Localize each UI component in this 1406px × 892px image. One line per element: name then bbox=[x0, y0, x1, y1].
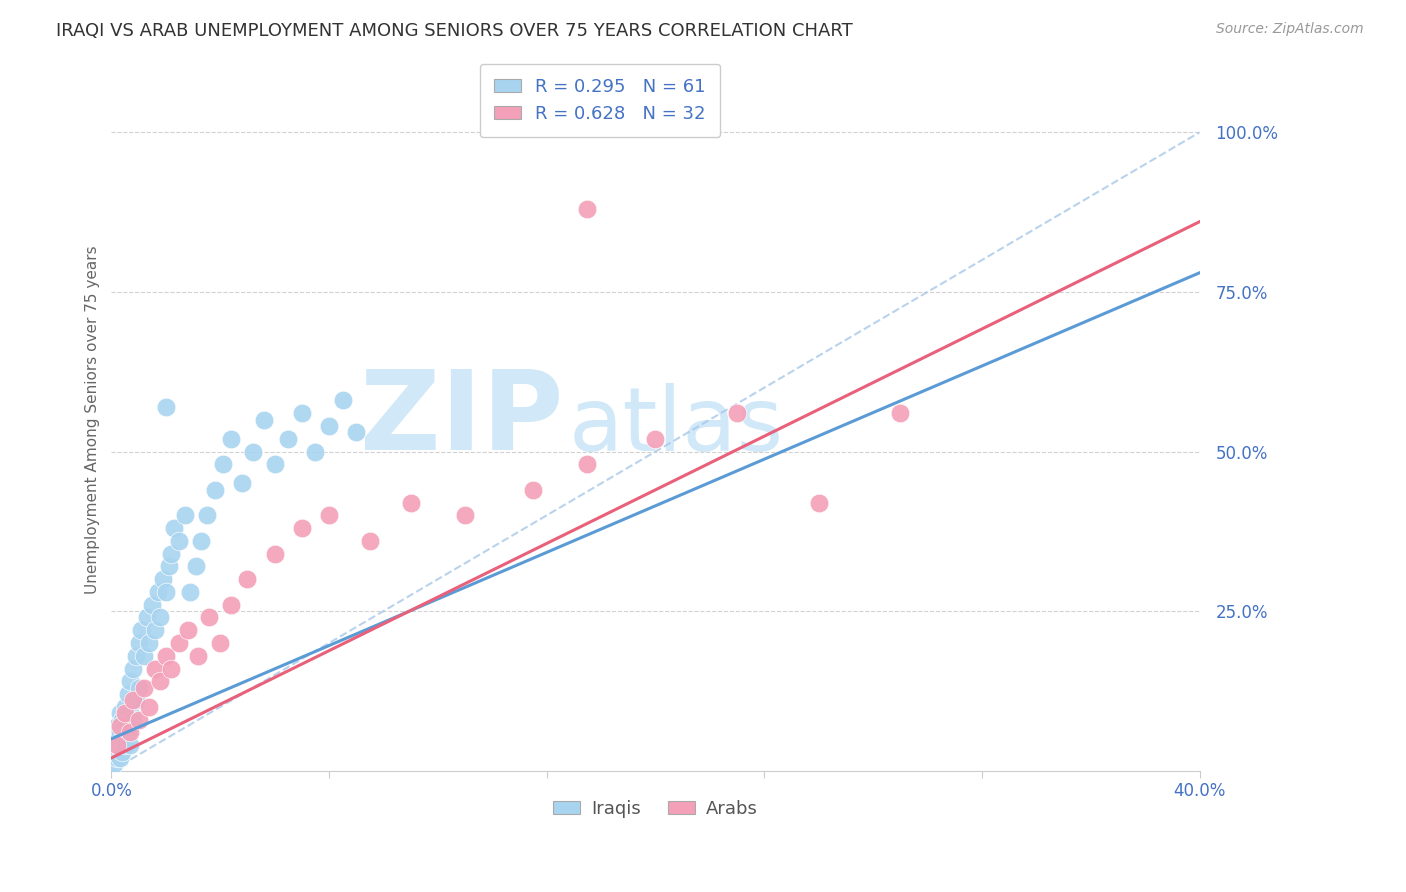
Point bbox=[138, 699, 160, 714]
Point bbox=[160, 662, 183, 676]
Text: atlas: atlas bbox=[568, 384, 783, 470]
Point bbox=[807, 495, 830, 509]
Point bbox=[108, 719, 131, 733]
Text: Source: ZipAtlas.com: Source: ZipAtlas.com bbox=[1216, 22, 1364, 37]
Point bbox=[184, 559, 207, 574]
Legend: Iraqis, Arabs: Iraqis, Arabs bbox=[546, 792, 765, 825]
Point bbox=[212, 458, 235, 472]
Point bbox=[114, 719, 136, 733]
Point bbox=[190, 533, 212, 548]
Point bbox=[108, 738, 131, 752]
Point bbox=[146, 585, 169, 599]
Point bbox=[117, 687, 139, 701]
Point bbox=[454, 508, 477, 523]
Point bbox=[155, 648, 177, 663]
Point bbox=[105, 751, 128, 765]
Point bbox=[138, 636, 160, 650]
Point bbox=[105, 719, 128, 733]
Point bbox=[291, 521, 314, 535]
Text: IRAQI VS ARAB UNEMPLOYMENT AMONG SENIORS OVER 75 YEARS CORRELATION CHART: IRAQI VS ARAB UNEMPLOYMENT AMONG SENIORS… bbox=[56, 22, 853, 40]
Point bbox=[135, 610, 157, 624]
Point bbox=[231, 476, 253, 491]
Point bbox=[114, 738, 136, 752]
Point bbox=[291, 406, 314, 420]
Point bbox=[219, 598, 242, 612]
Point bbox=[160, 547, 183, 561]
Point bbox=[117, 725, 139, 739]
Point bbox=[332, 393, 354, 408]
Point bbox=[725, 406, 748, 420]
Point bbox=[111, 731, 134, 746]
Point bbox=[187, 648, 209, 663]
Point bbox=[399, 495, 422, 509]
Point bbox=[318, 419, 340, 434]
Point bbox=[889, 406, 911, 420]
Point bbox=[114, 706, 136, 721]
Point bbox=[176, 624, 198, 638]
Point bbox=[122, 713, 145, 727]
Point bbox=[111, 713, 134, 727]
Point bbox=[143, 624, 166, 638]
Point bbox=[157, 559, 180, 574]
Point bbox=[169, 636, 191, 650]
Point bbox=[108, 706, 131, 721]
Point bbox=[103, 731, 125, 746]
Point bbox=[105, 745, 128, 759]
Point bbox=[149, 674, 172, 689]
Point bbox=[173, 508, 195, 523]
Point bbox=[128, 713, 150, 727]
Point bbox=[263, 547, 285, 561]
Point bbox=[644, 432, 666, 446]
Point bbox=[155, 400, 177, 414]
Point bbox=[111, 745, 134, 759]
Point bbox=[103, 751, 125, 765]
Point bbox=[209, 636, 232, 650]
Point bbox=[359, 533, 381, 548]
Point bbox=[122, 693, 145, 707]
Point bbox=[304, 444, 326, 458]
Point bbox=[219, 432, 242, 446]
Point bbox=[125, 693, 148, 707]
Point bbox=[277, 432, 299, 446]
Point bbox=[522, 483, 544, 497]
Point bbox=[114, 699, 136, 714]
Point bbox=[163, 521, 186, 535]
Point bbox=[169, 533, 191, 548]
Point bbox=[120, 725, 142, 739]
Point bbox=[120, 674, 142, 689]
Y-axis label: Unemployment Among Seniors over 75 years: Unemployment Among Seniors over 75 years bbox=[86, 245, 100, 594]
Point bbox=[318, 508, 340, 523]
Point bbox=[195, 508, 218, 523]
Point bbox=[103, 757, 125, 772]
Point bbox=[105, 738, 128, 752]
Point bbox=[179, 585, 201, 599]
Point bbox=[122, 662, 145, 676]
Point bbox=[242, 444, 264, 458]
Point bbox=[120, 706, 142, 721]
Point bbox=[344, 425, 367, 440]
Point bbox=[141, 598, 163, 612]
Point bbox=[576, 202, 599, 216]
Point bbox=[120, 738, 142, 752]
Point bbox=[236, 572, 259, 586]
Point bbox=[128, 681, 150, 695]
Point bbox=[204, 483, 226, 497]
Text: ZIP: ZIP bbox=[360, 366, 562, 473]
Point bbox=[132, 648, 155, 663]
Point bbox=[198, 610, 221, 624]
Point bbox=[128, 636, 150, 650]
Point bbox=[149, 610, 172, 624]
Point bbox=[108, 725, 131, 739]
Point bbox=[105, 738, 128, 752]
Point bbox=[131, 624, 153, 638]
Point bbox=[263, 458, 285, 472]
Point bbox=[132, 681, 155, 695]
Point bbox=[108, 751, 131, 765]
Point bbox=[152, 572, 174, 586]
Point bbox=[253, 412, 276, 426]
Point bbox=[143, 662, 166, 676]
Point bbox=[576, 458, 599, 472]
Point bbox=[155, 585, 177, 599]
Point bbox=[125, 648, 148, 663]
